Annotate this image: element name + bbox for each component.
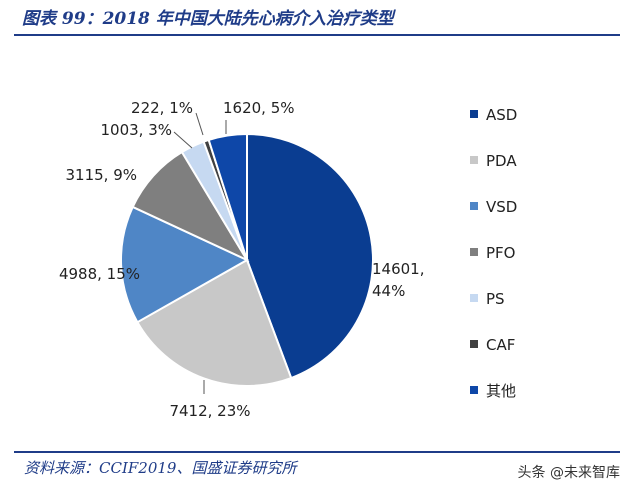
data-label-VSD: 4988, 15% [59, 265, 140, 283]
data-labels: 14601, 44% 7412, 23% 4988, 15% 3115, 9% 1003,… [59, 99, 425, 420]
legend-label-其他: 其他 [486, 382, 516, 400]
data-label-PS: 1003, 3% [100, 121, 172, 139]
source-rule [14, 451, 620, 453]
legend-label-PS: PS [486, 290, 505, 308]
leader-lines [173, 112, 227, 394]
legend-label-PDA: PDA [486, 152, 517, 170]
leader-line-PS [173, 131, 193, 149]
data-label-其他: 1620, 5% [223, 99, 295, 117]
legend-swatch-PDA [470, 156, 478, 164]
legend-swatch-ASD [470, 110, 478, 118]
data-label-ASD: 14601, 44% [372, 260, 425, 300]
data-label-CAF: 222, 1% [131, 99, 193, 117]
legend-swatch-VSD [470, 202, 478, 210]
pie-slice-VSD [120, 205, 250, 324]
pie-slice-ASD [246, 132, 374, 380]
legend-label-VSD: VSD [486, 198, 517, 216]
leader-line-CAF [195, 112, 204, 136]
source-note: 资料来源：CCIF2019、国盛证券研究所 [24, 459, 297, 477]
legend-label-CAF: CAF [486, 336, 515, 354]
legend: ASD PDA VSD PFO PS CAF 其他 [470, 106, 517, 400]
legend-swatch-其他 [470, 386, 478, 394]
data-label-PDA: 7412, 23% [169, 402, 250, 420]
pie-slice-PDA [136, 258, 293, 387]
title-rule [14, 34, 620, 36]
data-label-PFO: 3115, 9% [65, 166, 137, 184]
pie-slices [120, 132, 374, 387]
legend-swatch-CAF [470, 340, 478, 348]
legend-label-ASD: ASD [486, 106, 517, 124]
pie-slice-其他 [207, 132, 248, 261]
chart-title: 图表 99：2018 年中国大陆先心病介入治疗类型 [22, 9, 394, 29]
watermark: 头条 @未来智库 [517, 465, 620, 481]
legend-swatch-PS [470, 294, 478, 302]
legend-swatch-PFO [470, 248, 478, 256]
legend-label-PFO: PFO [486, 244, 515, 262]
